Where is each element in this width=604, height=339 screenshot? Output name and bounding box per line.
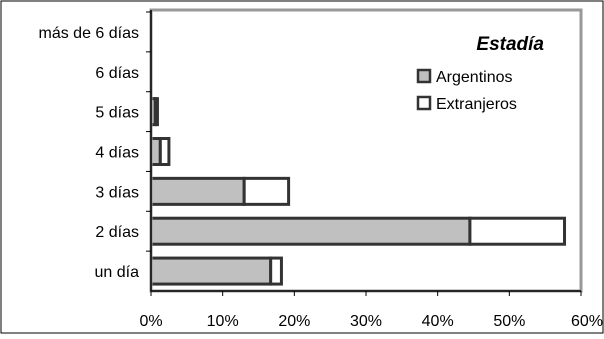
y-tick-label: 3 días	[95, 184, 139, 201]
legend: Estadía Argentinos Extranjeros	[416, 34, 544, 113]
legend-label-argentinos: Argentinos	[436, 69, 513, 86]
x-tick-label: 50%	[493, 313, 525, 330]
x-tick-label: 10%	[207, 313, 239, 330]
bar-extranjeros-5	[468, 216, 567, 246]
bars-layer	[149, 97, 567, 286]
y-tick-label: 4 días	[95, 145, 139, 162]
bar-argentinos-6	[149, 256, 273, 286]
x-tick-label: 30%	[350, 313, 382, 330]
bar-extranjeros-3	[158, 137, 171, 166]
x-tick-label: 20%	[278, 313, 310, 330]
x-tick-label: 0%	[139, 313, 162, 330]
bar-extranjeros-6	[269, 256, 283, 286]
y-tick-label: más de 6 días	[39, 25, 140, 42]
y-tick-label: 5 días	[95, 105, 139, 122]
y-tick-label: 6 días	[95, 65, 139, 82]
x-tick-label: 60%	[571, 313, 603, 330]
legend-swatch-extranjeros	[416, 95, 432, 111]
legend-label-extranjeros: Extranjeros	[436, 96, 517, 113]
x-tick-label: 40%	[422, 313, 454, 330]
legend-swatch-argentinos	[416, 68, 432, 84]
bar-extranjeros-4	[242, 176, 291, 206]
bar-argentinos-4	[149, 176, 246, 206]
legend-title: Estadía	[476, 34, 544, 55]
y-tick-label: 2 días	[95, 224, 139, 241]
bar-extranjeros-2	[153, 97, 159, 127]
bar-argentinos-5	[149, 216, 472, 246]
y-tick-label: un día	[95, 264, 140, 281]
